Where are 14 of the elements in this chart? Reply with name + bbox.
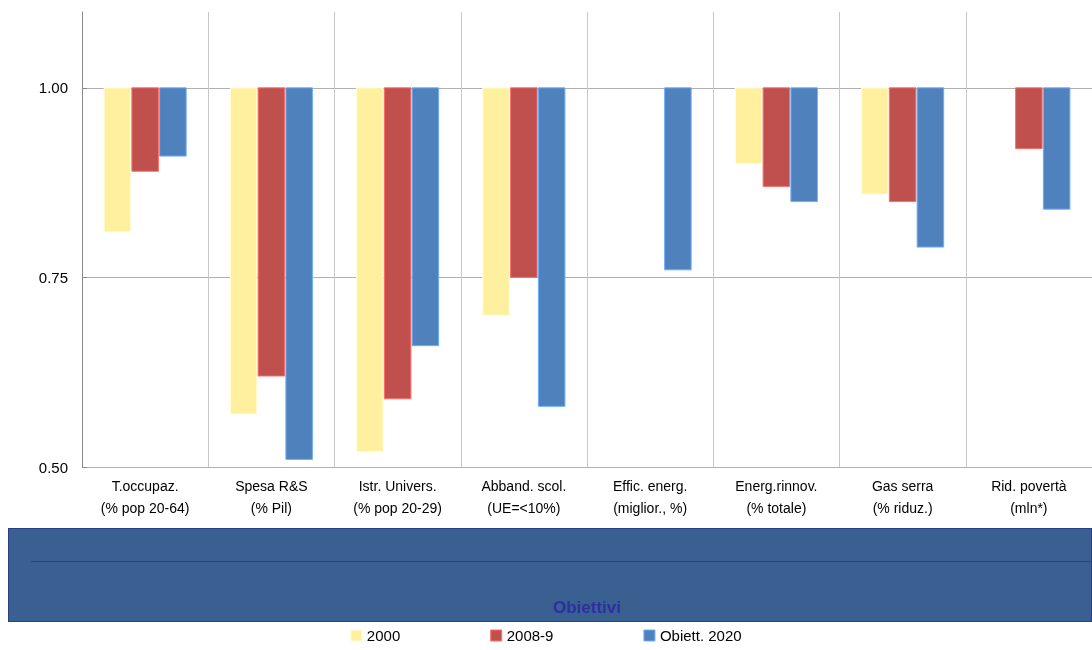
- x-tick-label: T.occupaz. (% pop 20-64): [100, 478, 190, 516]
- x-tick-label: Effic. energ. (miglior., %): [612, 478, 688, 516]
- legend-label: 2008-9: [506, 627, 554, 644]
- x-tick-label: Abband. scol. (UE=<10%): [481, 478, 567, 516]
- legend-label: Obiett. 2020: [659, 627, 742, 644]
- y-tick-label: 0.75: [38, 268, 68, 286]
- y-tick-label: 1.00: [38, 79, 68, 97]
- x-tick-label: Gas serra (% riduz.): [871, 478, 934, 516]
- x-tick-label: Istr. Univers. (% pop 20-29): [353, 478, 442, 516]
- legend-label: 2000: [366, 627, 401, 644]
- x-tick-label: Spesa R&S (% Pil): [235, 478, 308, 516]
- x-tick-label: Energ.rinnov. (% totale): [735, 478, 818, 516]
- x-tick-label: Rid. povertà (mln*): [991, 478, 1067, 516]
- y-tick-label: 0.50: [38, 458, 68, 476]
